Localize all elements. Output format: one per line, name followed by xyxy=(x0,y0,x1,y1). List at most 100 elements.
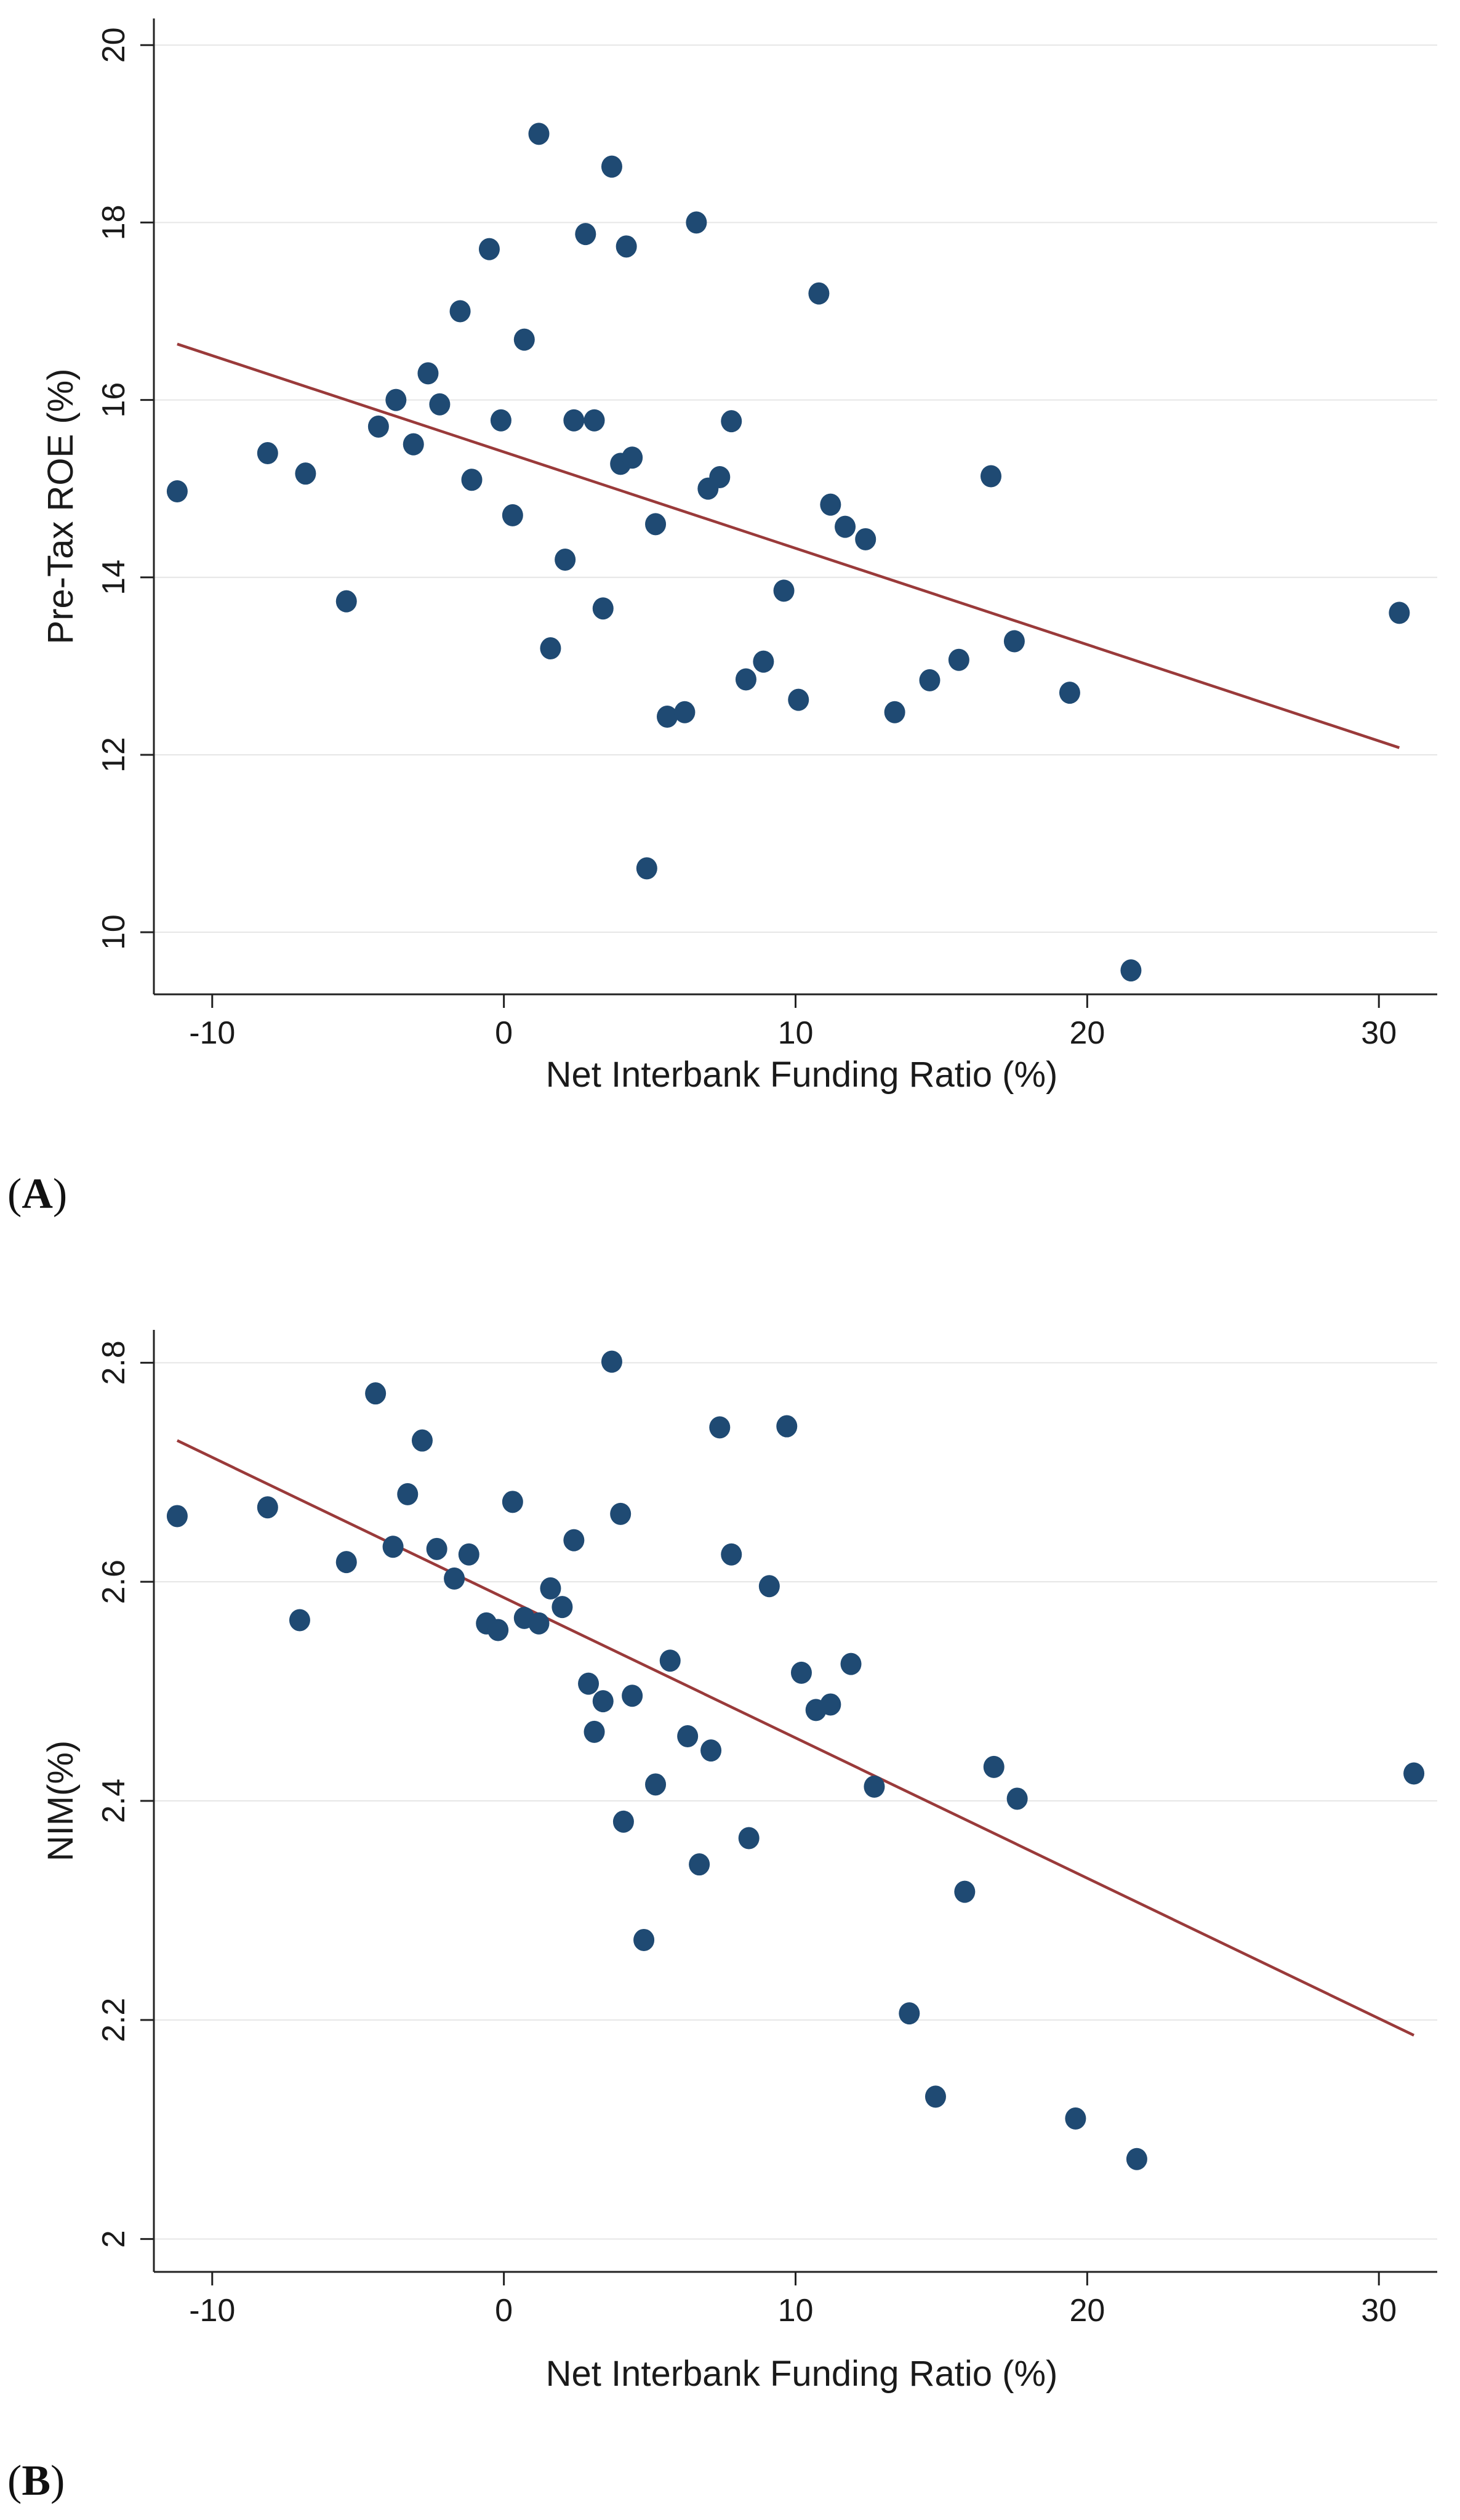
x-tick-label: 30 xyxy=(1361,2293,1397,2329)
scatter-point xyxy=(840,1652,862,1675)
scatter-point xyxy=(721,410,742,433)
y-tick-label: 18 xyxy=(96,204,132,240)
scatter-point xyxy=(899,2002,920,2025)
scatter-point xyxy=(884,701,905,723)
x-tick-label: -10 xyxy=(189,1015,235,1051)
scatter-point xyxy=(513,328,535,351)
scatter-point xyxy=(540,637,561,660)
scatter-point xyxy=(622,446,643,469)
scatter-point xyxy=(382,1536,404,1558)
panel-label-a: (A) xyxy=(7,1170,68,1218)
scatter-point xyxy=(1059,682,1080,704)
scatter-point xyxy=(528,1612,550,1635)
scatter-point xyxy=(444,1567,465,1590)
scatter-point xyxy=(487,1619,509,1641)
y-tick-label: 2 xyxy=(96,2230,132,2248)
x-tick-label: 20 xyxy=(1069,2293,1105,2329)
scatter-point xyxy=(622,1685,643,1707)
scatter-point xyxy=(403,433,424,456)
scatter-point xyxy=(645,1773,667,1796)
x-tick-label: 30 xyxy=(1361,1015,1397,1051)
fit-line xyxy=(176,1439,1415,2037)
scatter-points xyxy=(166,1350,1425,2170)
y-axis-title: NIM(%) xyxy=(41,1741,81,1862)
scatter-point xyxy=(954,1880,976,1903)
scatter-point xyxy=(490,409,511,432)
scatter-point xyxy=(776,1415,798,1438)
scatter-point xyxy=(686,211,707,234)
gridlines xyxy=(154,1362,1437,2240)
scatter-point xyxy=(426,1537,447,1560)
scatter-point xyxy=(864,1775,885,1798)
scatter-point xyxy=(674,701,696,723)
scatter-point xyxy=(461,469,483,491)
scatter-point xyxy=(563,409,585,432)
scatter-point xyxy=(738,1827,760,1850)
scatter-point xyxy=(295,462,316,485)
scatter-point xyxy=(657,705,678,728)
x-tick-label: -10 xyxy=(189,2293,235,2329)
scatter-point xyxy=(502,1491,523,1513)
scatter-point xyxy=(835,515,856,538)
scatter-point xyxy=(721,1543,742,1566)
scatter-point xyxy=(790,1661,812,1684)
scatter-point xyxy=(689,1853,710,1876)
scatter-point xyxy=(335,1551,357,1574)
x-tick-label: 10 xyxy=(778,1015,814,1051)
scatter-point xyxy=(612,1810,634,1833)
scatter-point xyxy=(578,1672,600,1695)
scatter-point xyxy=(636,857,657,880)
scatter-point xyxy=(166,1505,188,1528)
x-tick-label: 0 xyxy=(495,2293,513,2329)
scatter-point xyxy=(677,1725,699,1748)
scatter-point xyxy=(166,480,188,503)
y-tick-label: 2.6 xyxy=(96,1560,132,1604)
scatter-point xyxy=(367,415,389,438)
scatter-point xyxy=(948,648,969,671)
scatter-point xyxy=(1120,959,1142,982)
scatter-point xyxy=(633,1928,655,1951)
scatter-point xyxy=(397,1483,419,1505)
scatter-point xyxy=(610,1502,632,1525)
scatter-point xyxy=(584,1720,605,1743)
x-axis-title: Net Interbank Funding Ratio (%) xyxy=(546,2354,1058,2394)
scatter-point xyxy=(616,235,637,258)
scatter-point xyxy=(1006,1787,1028,1810)
scatter-point xyxy=(788,688,809,711)
scatter-point xyxy=(449,300,471,323)
scatter-point xyxy=(820,493,841,516)
y-tick-label: 12 xyxy=(96,737,132,773)
scatter-point xyxy=(528,123,550,145)
scatter-point xyxy=(385,388,407,411)
scatter-point xyxy=(478,238,500,260)
scatter-point xyxy=(773,579,795,602)
scatter-point xyxy=(758,1575,780,1598)
scatter-point xyxy=(429,393,451,416)
scatter-point xyxy=(540,1577,561,1600)
y-tick-label: 20 xyxy=(96,27,132,63)
scatter-point xyxy=(563,1529,585,1552)
y-tick-label: 16 xyxy=(96,382,132,418)
scatter-point xyxy=(1003,630,1025,653)
x-tick-label: 10 xyxy=(778,2293,814,2329)
fit-line xyxy=(177,342,1400,749)
scatter-point xyxy=(289,1609,310,1632)
x-axis-title: Net Interbank Funding Ratio (%) xyxy=(546,1055,1058,1095)
scatter-point xyxy=(458,1543,479,1566)
scatter-point xyxy=(980,465,1001,488)
scatter-point xyxy=(365,1382,387,1405)
scatter-point xyxy=(709,465,731,488)
chart-b: 2 2.2 2.4 2.6 2.8 -10 0 10 20 30 Net Interbank Fun… xyxy=(41,1330,1437,2394)
scatter-point xyxy=(1403,1762,1425,1785)
scatter-point xyxy=(659,1649,681,1672)
scatter-point xyxy=(257,442,278,465)
scatter-point xyxy=(925,2085,946,2108)
scatter-point xyxy=(1389,602,1410,624)
scatter-point xyxy=(502,504,523,526)
scatter-point xyxy=(919,669,941,691)
scatter-point xyxy=(709,1416,731,1439)
scatter-point xyxy=(1126,2148,1147,2170)
scatter-point xyxy=(411,1429,433,1452)
scatter-point xyxy=(555,548,576,571)
